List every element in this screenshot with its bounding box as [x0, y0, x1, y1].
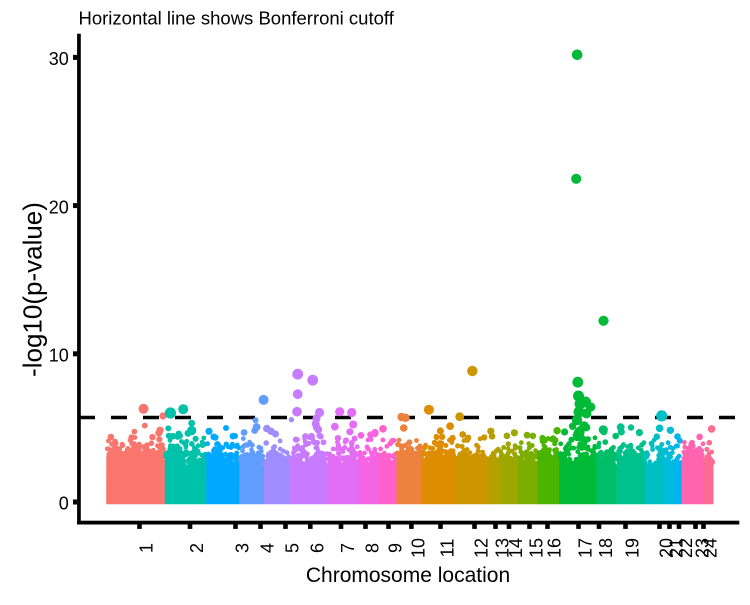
- svg-text:30: 30: [49, 49, 69, 69]
- svg-text:9: 9: [386, 543, 406, 553]
- svg-text:7: 7: [338, 543, 358, 553]
- svg-text:13: 13: [493, 538, 513, 558]
- svg-text:22: 22: [676, 538, 696, 558]
- svg-text:1: 1: [137, 543, 157, 553]
- svg-text:8: 8: [363, 543, 383, 553]
- svg-text:15: 15: [527, 538, 547, 558]
- svg-text:6: 6: [307, 543, 327, 553]
- svg-text:14: 14: [506, 538, 526, 558]
- svg-text:Horizontal line shows Bonferro: Horizontal line shows Bonferroni cutoff: [79, 8, 395, 29]
- svg-text:19: 19: [623, 538, 643, 558]
- svg-text:16: 16: [545, 538, 565, 558]
- svg-text:20: 20: [657, 538, 677, 558]
- svg-text:5: 5: [283, 543, 303, 553]
- svg-text:20: 20: [49, 197, 69, 217]
- svg-text:10: 10: [49, 346, 69, 366]
- svg-text:Chromosome location: Chromosome location: [306, 564, 510, 587]
- svg-text:12: 12: [472, 538, 492, 558]
- svg-text:21: 21: [667, 538, 687, 558]
- svg-text:3: 3: [233, 543, 253, 553]
- svg-text:10: 10: [408, 538, 428, 558]
- svg-text:0: 0: [59, 494, 69, 514]
- svg-text:18: 18: [596, 538, 616, 558]
- svg-text:-log10(p-value): -log10(p-value): [18, 202, 48, 377]
- svg-text:23: 23: [693, 538, 713, 558]
- svg-text:24: 24: [701, 538, 721, 558]
- svg-text:2: 2: [187, 543, 207, 553]
- svg-text:11: 11: [438, 539, 458, 558]
- svg-text:17: 17: [576, 538, 596, 558]
- svg-text:4: 4: [258, 543, 278, 553]
